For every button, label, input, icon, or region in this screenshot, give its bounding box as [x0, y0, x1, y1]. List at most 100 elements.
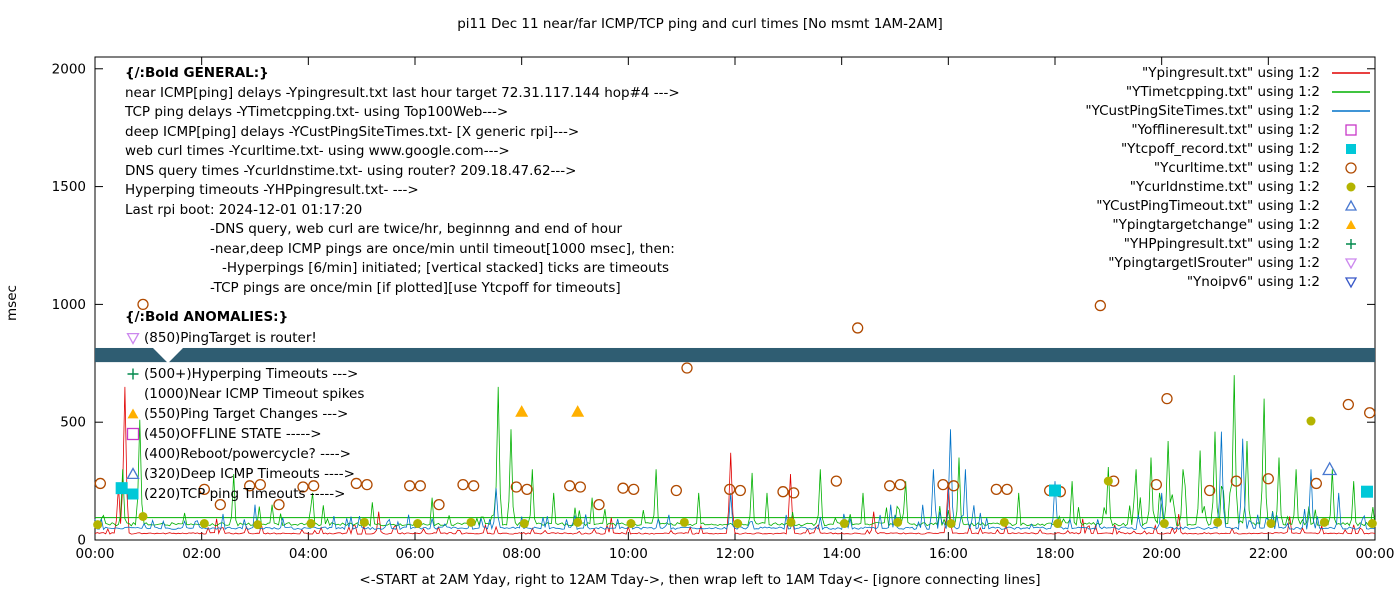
legend-item-label: "YpingtargetISrouter" using 1:2	[1108, 254, 1320, 271]
legend-item-label: "Ynoipv6" using 1:2	[1186, 273, 1320, 290]
point-series-YCustPingTimeout.txt	[1322, 461, 1338, 476]
general-line-4: deep ICMP[ping] delays -YCustPingSiteTim…	[125, 123, 580, 140]
legend-item-label: "Ytcpoff_record.txt" using 1:2	[1120, 140, 1320, 157]
anomaly-item-label: (450)OFFLINE STATE ----->	[144, 426, 322, 442]
legend-item-3: "YCustPingSiteTimes.txt" using 1:2	[1085, 101, 1374, 120]
circle-filled-icon	[1346, 182, 1356, 191]
legend-item-5: "Ytcpoff_record.txt" using 1:2	[1085, 139, 1374, 158]
general-line-12: -TCP pings are once/min [if plotted][use…	[210, 279, 621, 296]
anomaly-item-6: (400)Reboot/powercycle? ---->	[125, 444, 364, 464]
circle-open-icon	[1345, 161, 1357, 174]
point-series-Ycurldnstime.txt	[93, 416, 1377, 530]
legend-item-label: "YCustPingSiteTimes.txt" using 1:2	[1085, 102, 1320, 119]
line-series-Ypingresult.txt	[94, 386, 1376, 536]
x-tick-label: 20:00	[1142, 546, 1181, 562]
x-tick-label: 14:00	[822, 546, 861, 562]
legend-item-7: "Ycurldnstime.txt" using 1:2	[1085, 177, 1374, 196]
anomaly-item-8: (220)TCP ping Timeouts ----->	[125, 484, 364, 504]
tri-down-open-icon	[126, 332, 140, 345]
general-line-5: web curl times -Ycurltime.txt- using www…	[125, 143, 510, 159]
line-series-YCustPingSiteTimes.txt	[94, 429, 1376, 531]
anomaly-item-5: (450)OFFLINE STATE ----->	[125, 424, 364, 444]
general-line-6: DNS query times -Ycurldnstime.txt- using…	[125, 162, 577, 179]
tri-up-filled-icon	[127, 408, 139, 419]
anomaly-item-label: (220)TCP ping Timeouts ----->	[144, 486, 346, 502]
x-tick-label: 02:00	[182, 546, 221, 562]
anomaly-item-7: (320)Deep ICMP Timeouts ---->	[125, 464, 364, 484]
anomaly-item-1: (850)PingTarget is router!	[125, 328, 364, 348]
point-series-Ytcpoff_record.txt	[115, 482, 1373, 498]
square-open-icon	[126, 427, 140, 441]
x-tick-label: 16:00	[929, 546, 968, 562]
legend-item-label: "YCustPingTimeout.txt" using 1:2	[1096, 197, 1320, 214]
tri-up-open-icon	[126, 467, 140, 480]
x-tick-label: 00:00	[76, 546, 115, 562]
x-tick-label: 10:00	[609, 546, 648, 562]
legend-item-8: "YCustPingTimeout.txt" using 1:2	[1085, 196, 1374, 215]
line-icon	[1332, 90, 1370, 93]
x-tick-label: 00:00	[1356, 546, 1395, 562]
legend-item-12: "Ynoipv6" using 1:2	[1085, 272, 1374, 291]
general-line-9: -DNS query, web curl are twice/hr, begin…	[210, 221, 623, 237]
legend-item-10: "YHPpingresult.txt" using 1:2	[1085, 234, 1374, 253]
tri-down-open-icon	[1344, 257, 1358, 269]
anomaly-item-label: (1000)Near ICMP Timeout spikes	[144, 386, 365, 402]
tri-down-open-icon	[1344, 276, 1358, 288]
y-tick-label: 2000	[52, 61, 86, 77]
x-tick-label: 04:00	[289, 546, 328, 562]
square-filled-icon	[1346, 143, 1356, 154]
x-tick-label: 22:00	[1249, 546, 1288, 562]
general-line-3: TCP ping delays -YTimetcpping.txt- using…	[125, 104, 509, 120]
square-open-icon	[1345, 123, 1357, 136]
anomaly-item-4: (550)Ping Target Changes --->	[125, 404, 364, 424]
x-tick-label: 08:00	[502, 546, 541, 562]
y-tick-label: 500	[60, 415, 86, 431]
legend: "Ypingresult.txt" using 1:2 "YTimetcpping…	[1085, 63, 1374, 291]
legend-item-label: "Ypingtargetchange" using 1:2	[1112, 216, 1320, 233]
legend-item-11: "YpingtargetISrouter" using 1:2	[1085, 253, 1374, 272]
plus-icon	[127, 368, 139, 380]
legend-item-2: "YTimetcpping.txt" using 1:2	[1085, 82, 1374, 101]
x-tick-label: 06:00	[396, 546, 435, 562]
legend-item-1: "Ypingresult.txt" using 1:2	[1085, 63, 1374, 82]
point-series-Ypingtargetchange	[515, 405, 585, 417]
y-tick-label: 1500	[52, 179, 86, 195]
legend-item-label: "Ypingresult.txt" using 1:2	[1142, 64, 1320, 81]
line-icon	[1332, 109, 1370, 112]
anomaly-item-label: (320)Deep ICMP Timeouts ---->	[144, 466, 355, 482]
general-line-1: {/:Bold GENERAL:}	[125, 65, 269, 81]
legend-item-4: "Yofflineresult.txt" using 1:2	[1085, 120, 1374, 139]
general-line-8: Last rpi boot: 2024-12-01 01:17:20	[125, 201, 363, 218]
tri-up-filled-icon	[1346, 219, 1356, 229]
legend-item-label: "Ycurldnstime.txt" using 1:2	[1129, 178, 1320, 195]
legend-item-9: "Ypingtargetchange" using 1:2	[1085, 215, 1374, 234]
general-line-10: -near,deep ICMP pings are once/min until…	[210, 240, 675, 257]
x-axis-label: <-START at 2AM Yday, right to 12AM Tday-…	[359, 572, 1041, 588]
page-title: pi11 Dec 11 near/far ICMP/TCP ping and c…	[457, 16, 943, 32]
redaction-band	[95, 346, 1375, 364]
anomaly-item-label: (550)Ping Target Changes --->	[144, 406, 349, 422]
legend-item-label: "Ycurltime.txt" using 1:2	[1153, 159, 1320, 176]
x-tick-label: 12:00	[716, 546, 755, 562]
general-line-7: Hyperping timeouts -YHPpingresult.txt- -…	[125, 182, 419, 198]
anomaly-item-label: (850)PingTarget is router!	[144, 330, 317, 346]
anomaly-item-2: (500+)Hyperping Timeouts --->	[125, 364, 364, 384]
anomalies-header: {/:Bold ANOMALIES:}	[125, 309, 289, 325]
x-tick-label: 18:00	[1036, 546, 1075, 562]
axes: 0 500 1000 1500 2000 00:00 02:00 04:00 06:00 08:0…	[52, 56, 1395, 562]
square-filled-icon	[127, 488, 139, 500]
legend-item-label: "YHPpingresult.txt" using 1:2	[1123, 235, 1320, 252]
line-icon	[1332, 71, 1370, 74]
legend-item-label: "Yofflineresult.txt" using 1:2	[1131, 121, 1320, 138]
anomaly-item-label: (500+)Hyperping Timeouts --->	[144, 366, 359, 382]
anomaly-item-label: (400)Reboot/powercycle? ---->	[144, 446, 351, 462]
anomalies-annotation-block: {/:Bold ANOMALIES:} (850)PingTarget is r…	[125, 306, 364, 504]
plus-icon	[1346, 238, 1356, 249]
y-tick-label: 0	[77, 533, 86, 549]
general-line-2: near ICMP[ping] delays -Ypingresult.txt …	[125, 84, 680, 101]
legend-item-label: "YTimetcpping.txt" using 1:2	[1125, 83, 1320, 100]
general-line-11: -Hyperpings [6/min] initiated; [vertical…	[222, 260, 670, 276]
tri-up-open-icon	[1344, 199, 1358, 211]
